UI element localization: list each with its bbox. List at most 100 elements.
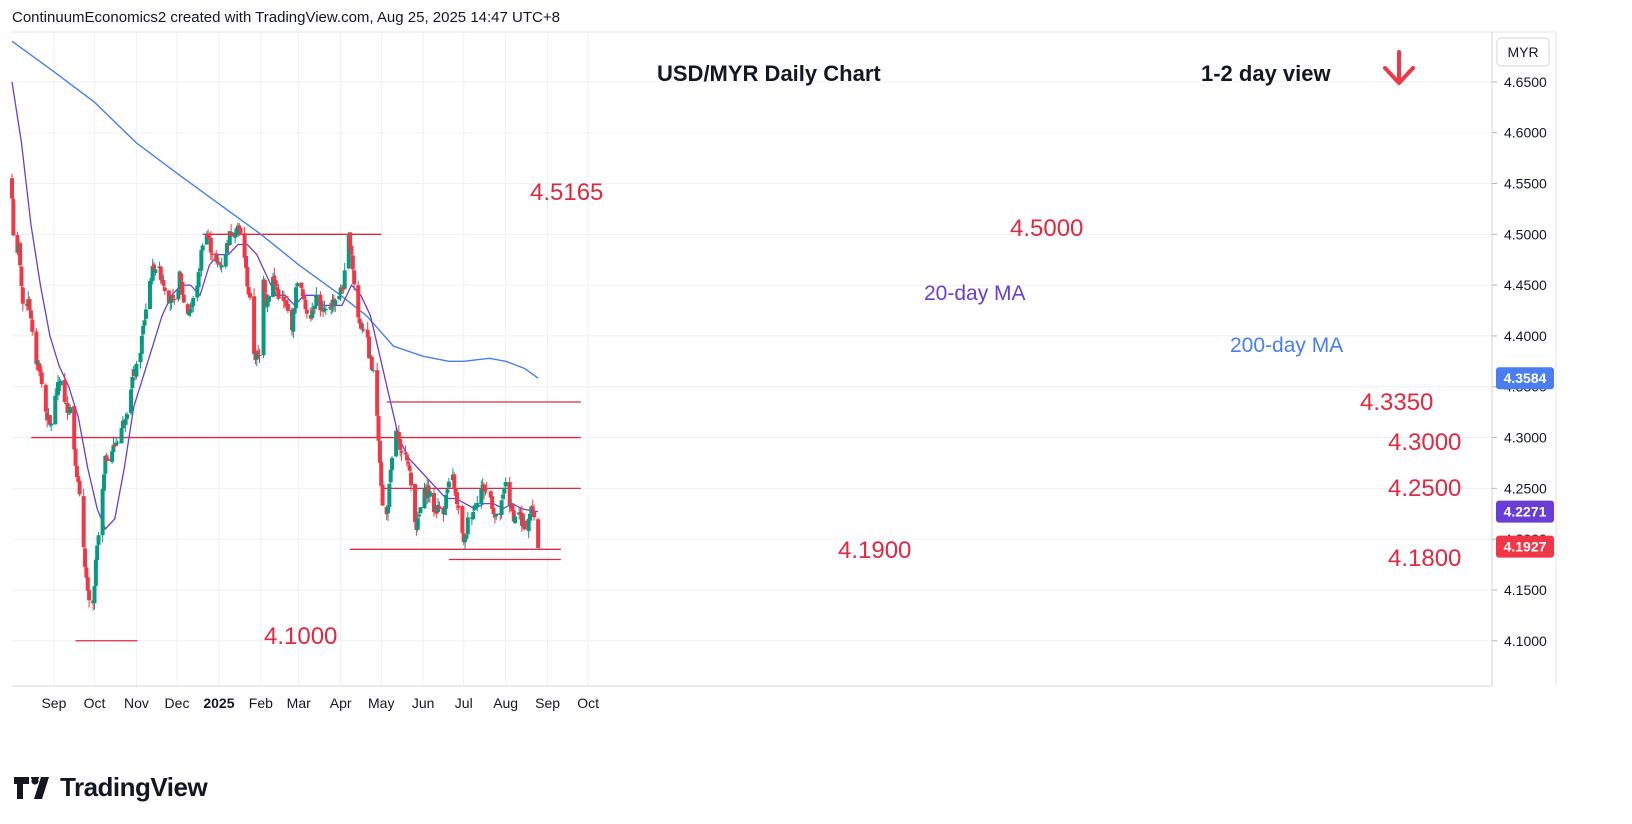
candle-body	[528, 513, 533, 521]
tradingview-logo[interactable]: TradingView	[14, 772, 208, 803]
candle-body	[318, 294, 323, 311]
candle-body	[530, 507, 535, 511]
candle	[96, 532, 101, 551]
currency-label-box	[1496, 37, 1550, 67]
y-tick-label: 4.6500	[1504, 74, 1547, 90]
candle	[304, 307, 309, 319]
candle-body	[312, 305, 317, 310]
y-tick-label: 4.4500	[1504, 277, 1547, 293]
candle-body	[442, 507, 447, 515]
candle-body	[111, 445, 116, 452]
currency-label-text: MYR	[1507, 44, 1538, 60]
candle-body	[522, 520, 527, 530]
candle	[252, 288, 257, 361]
candle	[147, 277, 152, 310]
candle-body	[77, 481, 82, 495]
candle-body	[72, 406, 77, 450]
candle-body	[503, 481, 508, 487]
candle-body	[319, 307, 324, 310]
level-label-4-3350: 4.3350	[1360, 389, 1433, 416]
candle	[161, 274, 166, 290]
candle-body	[210, 253, 215, 255]
candle	[491, 502, 496, 518]
candle	[356, 280, 361, 323]
candle-body	[124, 414, 129, 420]
candle-body	[53, 395, 58, 425]
candle	[394, 426, 399, 458]
candle-body	[465, 517, 470, 535]
candle-body	[68, 407, 73, 414]
candle-body	[407, 465, 412, 471]
candle-body	[189, 305, 194, 308]
candle-body	[103, 455, 108, 474]
candle-body	[350, 255, 355, 270]
candle	[427, 485, 432, 503]
candle	[248, 292, 253, 301]
price-axis[interactable]: 4.6500 4.6000 4.5500 4.5000 4.4500 4.4000 4.35…	[1491, 32, 1557, 686]
chart-subtitle: 1-2 day view	[1201, 61, 1332, 86]
candle	[226, 244, 231, 252]
candle-body	[219, 265, 224, 268]
candle-body	[162, 287, 167, 292]
candle-body	[204, 233, 209, 245]
candle-body	[371, 370, 376, 372]
candle-body	[43, 385, 48, 412]
candle-body	[246, 286, 251, 295]
candle	[417, 511, 422, 525]
candle	[530, 499, 535, 512]
candle-body	[444, 494, 449, 509]
candle-body	[73, 448, 78, 466]
candle-body	[304, 309, 309, 314]
candle	[475, 495, 480, 512]
candle	[124, 411, 129, 422]
candle-body	[361, 329, 366, 331]
candle-body	[218, 264, 223, 266]
candle	[499, 499, 504, 519]
candle-body	[390, 457, 395, 470]
candle-body	[206, 233, 211, 239]
price-tag-box	[1496, 500, 1554, 523]
candle-body	[10, 178, 14, 199]
ma-label-20: 20-day MA	[924, 282, 1026, 305]
candle-body	[27, 299, 32, 310]
candle-body	[39, 372, 44, 385]
x-tick-label: 2025	[203, 695, 234, 711]
time-axis[interactable]: Sep Oct Nov Dec 2025 Feb Mar Apr May Jun Jul Aug Sep…	[12, 685, 1492, 711]
candle-body	[49, 423, 54, 426]
candle-body	[275, 287, 280, 290]
candle	[399, 446, 404, 461]
candle-body	[65, 402, 70, 413]
price-tag-4-1927: 4.1927	[1496, 535, 1554, 558]
candle-body	[346, 233, 351, 269]
candle	[49, 420, 54, 432]
candle-body	[380, 484, 385, 506]
y-tick-label: 4.2500	[1504, 480, 1547, 496]
candle-body	[396, 431, 401, 441]
candle-body	[265, 299, 270, 307]
candle	[517, 507, 522, 520]
candle-body	[216, 261, 221, 264]
candle-body	[385, 506, 390, 514]
candle-body	[507, 482, 512, 507]
candle-body	[238, 228, 243, 234]
candle	[377, 435, 382, 467]
candle-body	[418, 507, 423, 514]
candle	[482, 482, 487, 500]
candle-body	[271, 276, 276, 297]
candle-body	[130, 377, 135, 388]
candle-body	[394, 430, 399, 457]
price-tag-4-2271: 4.2271	[1496, 500, 1554, 523]
candle-body	[472, 505, 477, 511]
candle	[169, 296, 174, 310]
candle-body	[454, 492, 459, 505]
candle	[407, 463, 412, 472]
candle-body	[494, 513, 499, 517]
candle	[369, 354, 374, 371]
candle-body	[223, 253, 228, 267]
candle	[471, 509, 476, 521]
candle-body	[518, 511, 523, 514]
candle	[114, 438, 119, 446]
candle	[262, 278, 267, 295]
x-tick-label: Jun	[412, 695, 435, 711]
